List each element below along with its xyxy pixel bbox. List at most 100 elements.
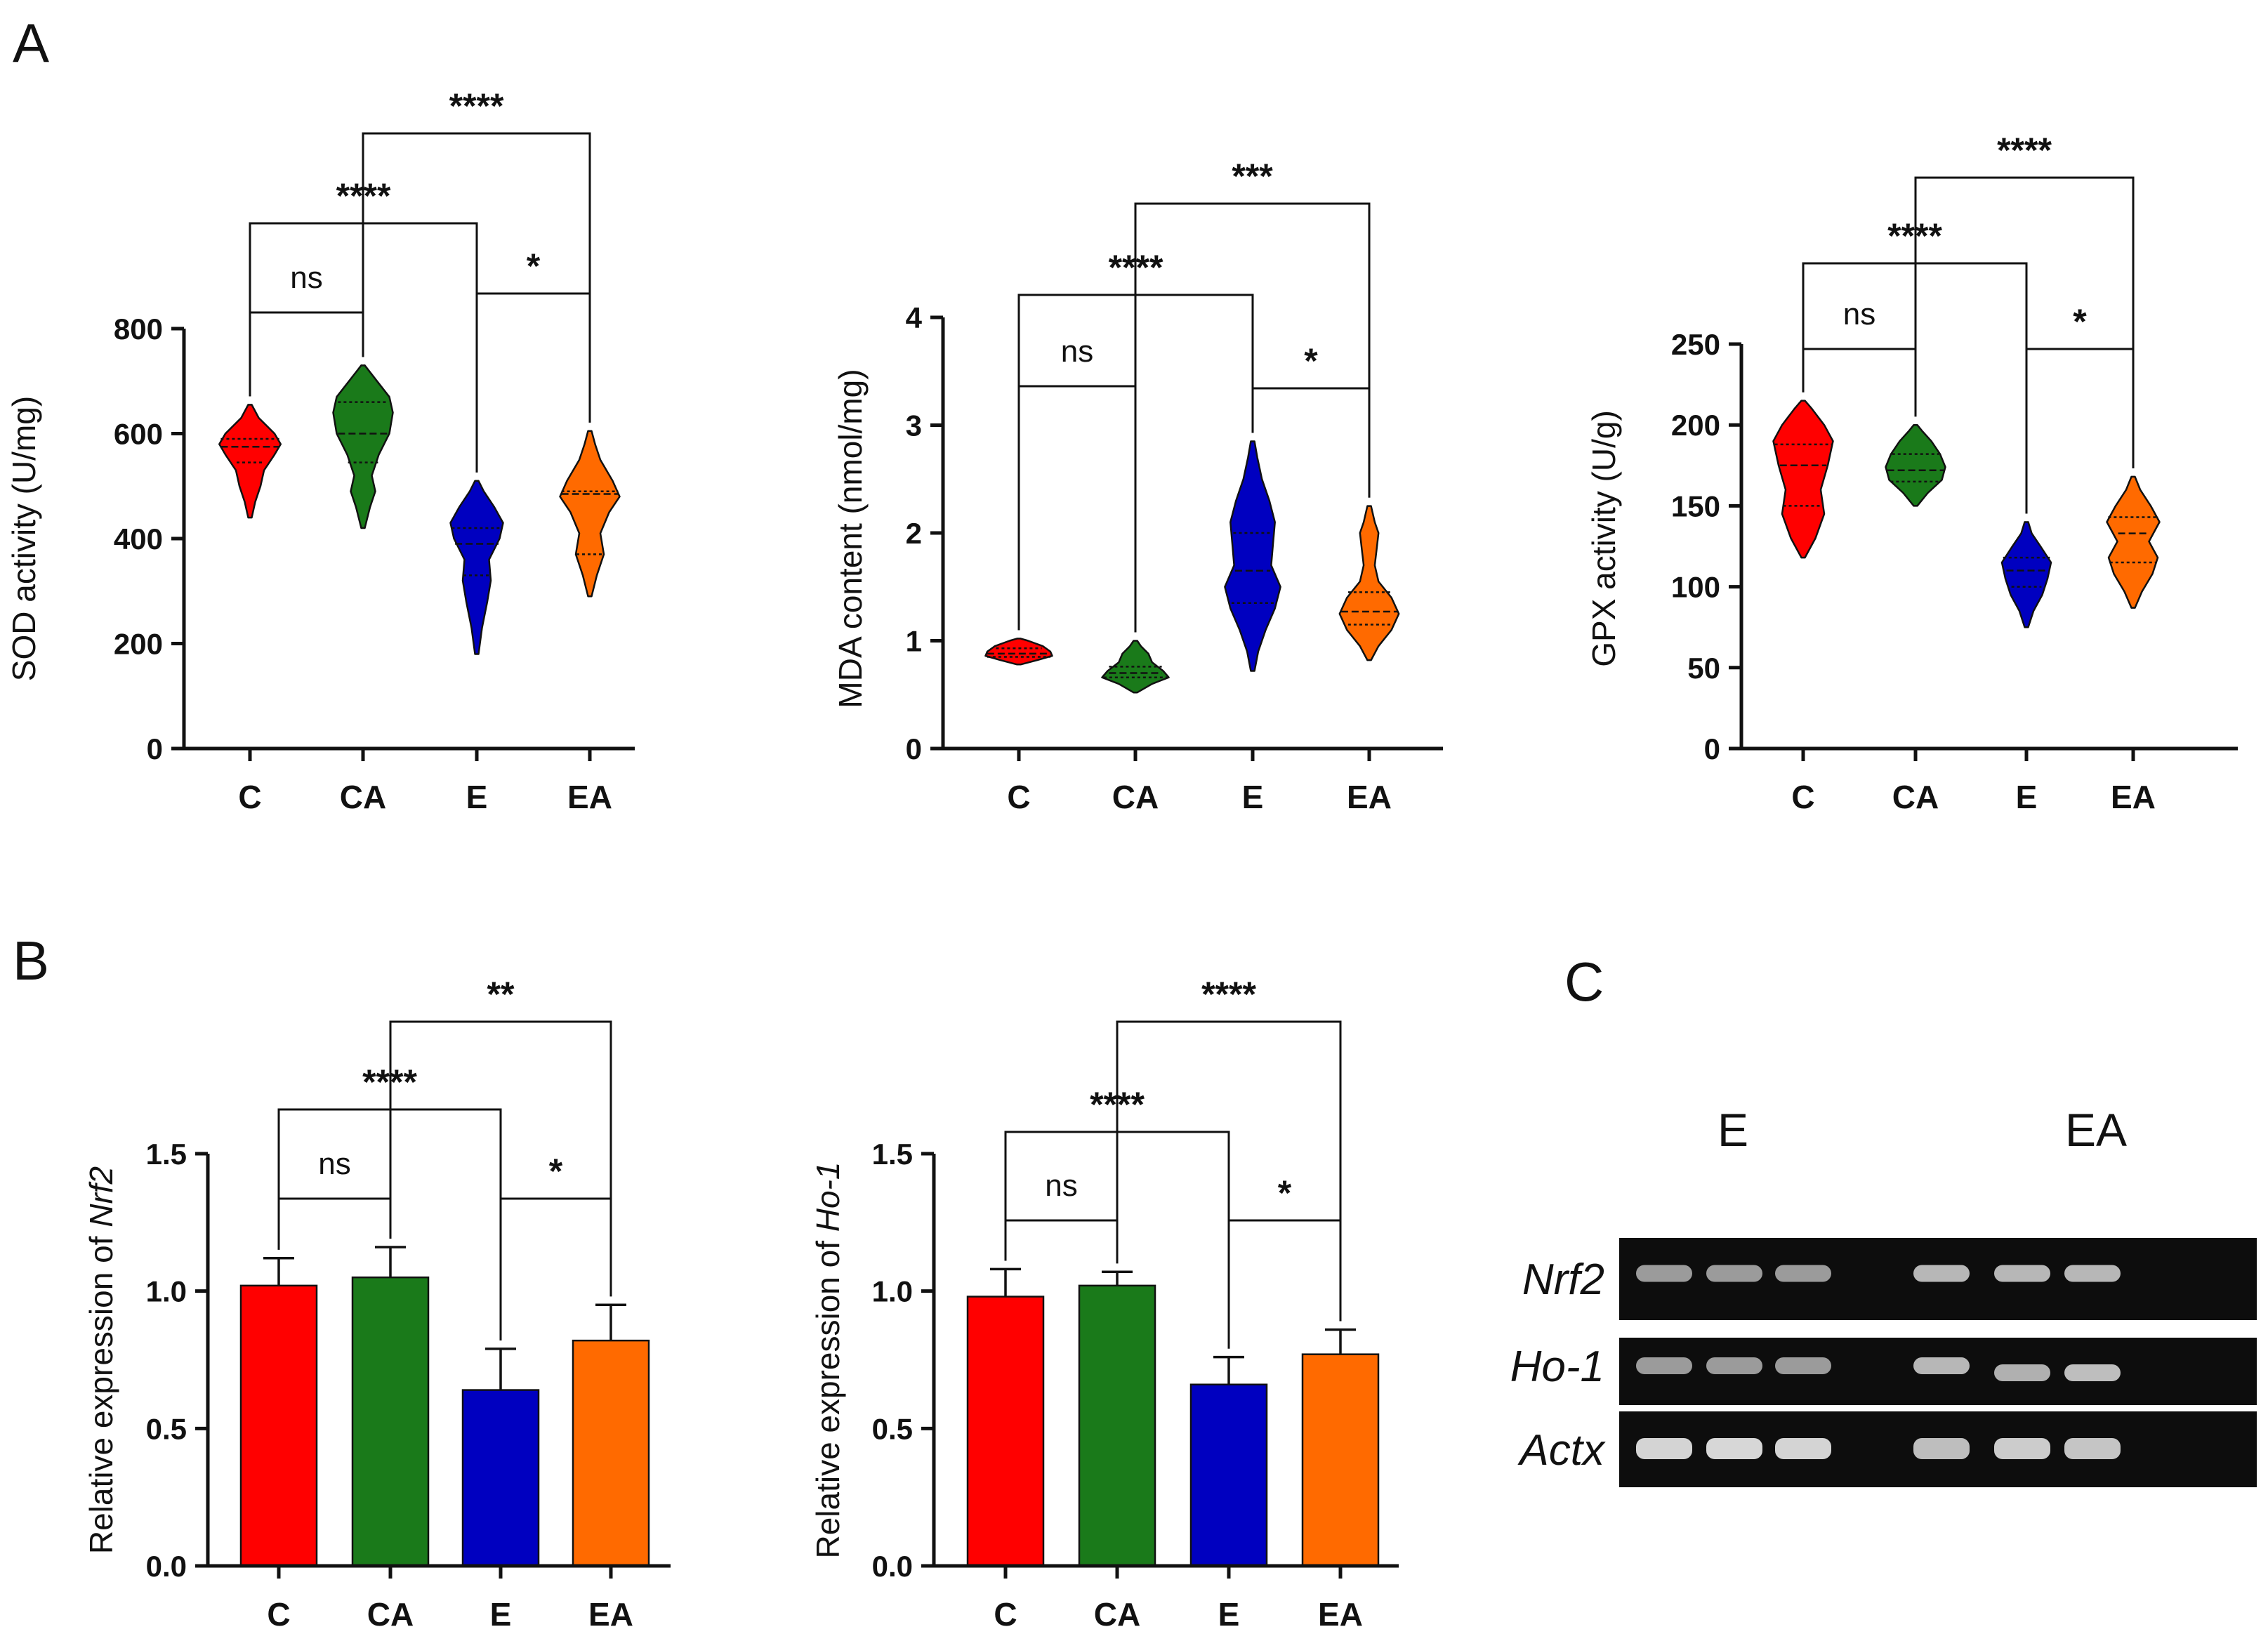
y-axis-label-gene: Nrf2 <box>83 1166 119 1227</box>
gel-band <box>1913 1265 1970 1282</box>
significance-label: * <box>527 246 541 286</box>
bar-ea <box>1301 1353 1380 1567</box>
y-tick-label: 800 <box>114 312 163 345</box>
y-tick-label: 4 <box>906 301 923 334</box>
y-tick-label: 1.5 <box>872 1138 913 1171</box>
significance-label: **** <box>1201 975 1256 1014</box>
violin-e <box>2000 521 2052 628</box>
x-tick-label: E <box>490 1596 512 1633</box>
gel-band <box>2064 1265 2121 1282</box>
significance-label: ns <box>1843 297 1875 331</box>
gel-band <box>2064 1438 2121 1459</box>
bar-e <box>1189 1383 1268 1567</box>
y-tick-label: 400 <box>114 522 163 555</box>
y-tick-label: 0 <box>1704 732 1720 765</box>
bar-ca <box>351 1276 430 1567</box>
gel-band <box>1994 1438 2050 1459</box>
y-tick-label: 0 <box>906 732 922 765</box>
gel-band <box>1994 1265 2050 1282</box>
violin-c <box>218 404 282 519</box>
gel-band <box>1706 1438 1762 1459</box>
x-tick-label: E <box>466 779 488 815</box>
y-tick-label: 50 <box>1687 652 1720 685</box>
x-tick-label: CA <box>1112 779 1159 815</box>
significance-bracket <box>1914 176 2135 468</box>
y-tick-label: 0.5 <box>146 1412 187 1445</box>
significance-label: ns <box>1045 1168 1077 1203</box>
panel-label-b: B <box>13 930 49 991</box>
x-tick-label: C <box>994 1596 1017 1633</box>
significance-bracket <box>475 292 591 473</box>
nrf2-bar-chart: 0.0 0.5 1.0 1.5 C CA E EA Relative expression of… <box>83 975 671 1633</box>
x-tick-label: CA <box>340 779 386 815</box>
x-tick-label: C <box>1791 779 1814 815</box>
gel-band <box>1636 1438 1692 1459</box>
y-tick-label: 0 <box>147 732 163 765</box>
y-axis-label: Relative expression of Nrf2 <box>83 1166 119 1554</box>
significance-bracket <box>1227 1219 1342 1349</box>
y-axis-label: SOD activity (U/mg) <box>6 396 42 681</box>
significance-label: * <box>2073 302 2087 341</box>
significance-label: **** <box>1997 131 2052 170</box>
y-tick-label: 0.5 <box>872 1412 913 1445</box>
gel-gene-nrf2: Nrf2 <box>1522 1256 1604 1304</box>
gel-band <box>1775 1357 1831 1374</box>
significance-bracket <box>499 1197 612 1340</box>
x-tick-label: EA <box>567 779 612 815</box>
gel-band <box>1775 1438 1831 1459</box>
x-tick-label: EA <box>588 1596 633 1633</box>
gel-band <box>1636 1265 1692 1282</box>
bar-ea <box>572 1339 650 1567</box>
violin-c <box>984 638 1053 666</box>
y-tick-label: 1 <box>906 625 922 658</box>
x-tick-label: E <box>1218 1596 1240 1633</box>
violin-ca <box>332 364 394 529</box>
y-axis-label: MDA content (nmol/mg) <box>832 369 869 708</box>
bar-ca <box>1078 1284 1156 1567</box>
significance-label: * <box>549 1152 563 1191</box>
x-tick-label: C <box>238 779 261 815</box>
violin-e <box>449 480 504 655</box>
ho1-bar-chart: 0.0 0.5 1.0 1.5 C CA E EA Relative expression of… <box>810 975 1399 1633</box>
y-tick-label: 100 <box>1671 571 1720 604</box>
panel-label-c: C <box>1564 951 1604 1013</box>
significance-bracket <box>1134 202 1371 633</box>
bar-e <box>461 1389 540 1567</box>
gel-band <box>1706 1265 1762 1282</box>
y-tick-label: 1.0 <box>872 1275 913 1308</box>
x-tick-label: CA <box>1892 779 1939 815</box>
violin-ea <box>1338 505 1400 661</box>
x-tick-label: E <box>2016 779 2038 815</box>
significance-label: * <box>1304 341 1318 381</box>
violin-ea <box>2106 475 2161 609</box>
violin-ca <box>1101 640 1170 694</box>
sod-violin-chart: 0 200 400 600 800 C CA E EA SOD activity (U/mg) ns… <box>6 86 635 815</box>
y-tick-label: 1.0 <box>146 1275 187 1308</box>
gel-band <box>1775 1265 1831 1282</box>
significance-bracket <box>277 1197 392 1250</box>
significance-label: * <box>1278 1173 1292 1213</box>
significance-label: ns <box>1061 334 1093 369</box>
significance-label: ns <box>290 261 322 295</box>
significance-bracket <box>1251 387 1371 498</box>
significance-label: ** <box>487 975 515 1014</box>
significance-bracket <box>1017 385 1137 633</box>
significance-bracket <box>362 132 591 423</box>
y-axis-label-gene: Ho-1 <box>810 1161 846 1232</box>
y-tick-label: 0.0 <box>872 1550 913 1583</box>
bar-c <box>966 1296 1045 1567</box>
y-axis-label: GPX activity (U/g) <box>1585 410 1622 667</box>
gel-band <box>1636 1357 1692 1374</box>
panel-label-a: A <box>13 12 49 74</box>
y-axis-label: Relative expression of Ho-1 <box>810 1161 846 1558</box>
gel-gene-actx: Actx <box>1517 1426 1606 1475</box>
x-tick-label: C <box>1007 779 1030 815</box>
violin-ea <box>559 430 621 598</box>
x-tick-label: EA <box>2111 779 2156 815</box>
y-tick-label: 200 <box>1671 409 1720 442</box>
x-tick-label: EA <box>1347 779 1392 815</box>
significance-bracket <box>1004 1219 1119 1264</box>
x-tick-label: EA <box>1318 1596 1363 1633</box>
